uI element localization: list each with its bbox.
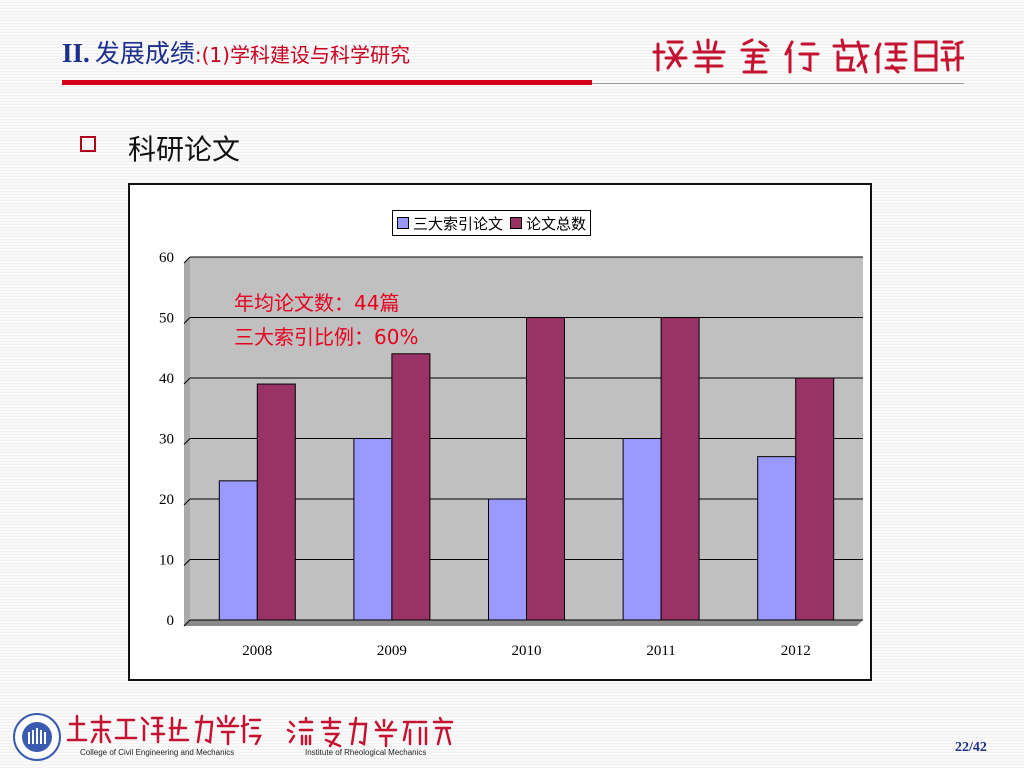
- bar-series1: [353, 438, 393, 621]
- college-name-en: College of Civil Engineering and Mechani…: [80, 748, 235, 757]
- bar-series2: [795, 377, 835, 621]
- y-tick-label: 60: [159, 250, 174, 266]
- plot-floor: [184, 620, 863, 626]
- gridline-depth: [183, 256, 191, 264]
- legend-label-series2: 论文总数: [526, 214, 587, 233]
- institute-name-en: Institute of Rheological Mechanics: [305, 748, 427, 757]
- square-bullet-icon: [80, 136, 96, 152]
- y-tick-label: 50: [159, 311, 174, 327]
- page-number: 22/42: [955, 740, 987, 755]
- college-name-cn-logo: [66, 714, 262, 746]
- x-tick-label: 2011: [646, 643, 675, 659]
- legend-swatch-series1: [397, 217, 409, 229]
- legend-label-series1: 三大索引论文: [413, 214, 504, 233]
- x-tick-label: 2012: [781, 643, 811, 659]
- gridline-depth: [183, 317, 191, 324]
- x-tick-label: 2010: [512, 643, 542, 659]
- header-rule-red: [62, 80, 592, 85]
- gridline-depth: [183, 498, 191, 506]
- institute-name-cn-logo: [286, 716, 454, 748]
- legend-item-series2: 论文总数: [510, 213, 586, 234]
- y-tick-label: 40: [159, 371, 174, 387]
- bar-series2: [256, 383, 296, 621]
- y-tick-label: 10: [159, 553, 174, 569]
- gridline-depth: [183, 377, 191, 385]
- bar-series2: [526, 317, 565, 621]
- y-tick-label: 30: [159, 432, 174, 448]
- bar-chart: 0 10 20 30 40 50 60 2008 2009 2010 2011 2012 三大索引论文…: [128, 183, 872, 681]
- x-tick-label: 2008: [242, 643, 272, 659]
- annotation-ratio: 三大索引比例：60%: [234, 325, 419, 349]
- annotation-average: 年均论文数：44篇: [234, 291, 400, 315]
- chart-legend: 三大索引论文 论文总数: [392, 210, 592, 236]
- chart-canvas: 0 10 20 30 40 50 60 2008 2009 2010 2011 2012: [159, 250, 863, 659]
- header-rule-gray: [592, 83, 964, 84]
- university-seal-logo: [13, 713, 61, 761]
- legend-swatch-series2: [510, 217, 523, 229]
- y-tick-label: 0: [167, 613, 175, 629]
- legend-item-series1: 三大索引论文: [397, 213, 503, 234]
- bar-series1: [218, 480, 258, 621]
- bar-series2: [391, 353, 431, 621]
- calligraphy-motto: [652, 38, 964, 74]
- x-tick-label: 2009: [377, 643, 407, 659]
- bar-series1: [622, 438, 662, 621]
- gridline-depth: [183, 619, 191, 627]
- gridline-depth: [183, 438, 191, 445]
- title-main: 发展成绩: [94, 39, 195, 68]
- gridline-depth: [183, 559, 191, 566]
- slide-title: II. 发展成绩:(1)学科建设与科学研究: [62, 34, 410, 70]
- section-heading: 科研论文: [128, 133, 241, 166]
- title-subtitle: :(1)学科建设与科学研究: [194, 43, 410, 67]
- bar-series1: [488, 498, 527, 621]
- bar-series2: [660, 317, 700, 621]
- title-roman-numeral: II.: [62, 38, 90, 68]
- y-tick-label: 20: [159, 492, 174, 508]
- bar-series1: [757, 456, 797, 621]
- slide-header: II. 发展成绩:(1)学科建设与科学研究: [62, 28, 964, 88]
